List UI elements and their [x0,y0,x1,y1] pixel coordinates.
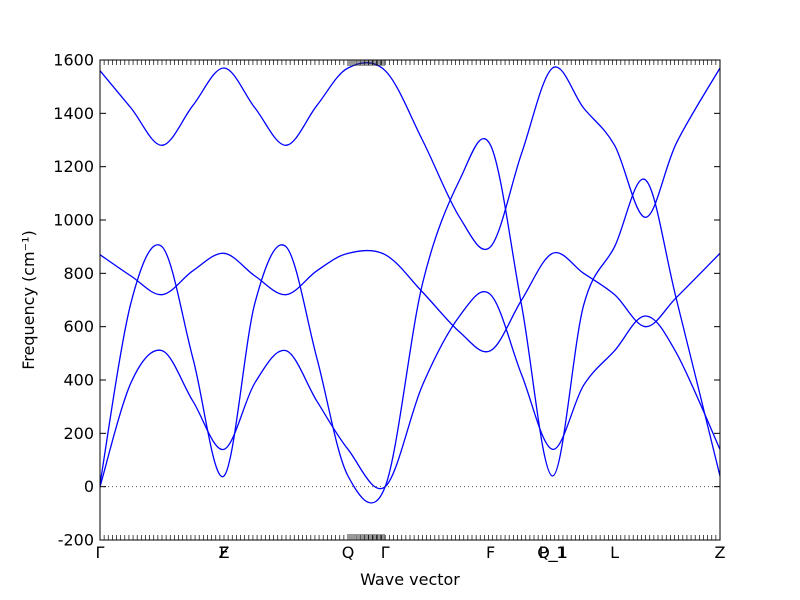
x-tick-label: Γ [381,543,390,562]
y-tick-label: 600 [63,317,94,336]
y-tick-label: 800 [63,264,94,283]
y-tick-label: 200 [63,424,94,443]
y-tick-label: 1000 [53,211,94,230]
x-tick-label: L [610,543,619,562]
x-ticks-group: Γ Z Q Γ F P_1 L ZF Q_1 [96,543,726,563]
x-axis-label: Wave vector [360,570,460,589]
bands-group [99,62,721,504]
x-tick-label: Q [342,543,355,562]
x-tick-label: Γ [96,543,105,562]
x-tick-label: F [486,543,495,562]
band-line-3 [99,249,721,353]
y-tick-label: 1400 [53,104,94,123]
x-tick-label: P_1 [539,543,567,563]
x-tick-label: Z [715,543,726,562]
y-axis-label: Frequency (cm⁻¹) [19,230,38,369]
band-line-1 [99,291,721,490]
band-line-2 [99,138,721,504]
x-tick-overlay-label: Q_1 [537,543,568,563]
x-tick-overlay-label: F [219,543,228,562]
y-tick-label: 1200 [53,157,94,176]
y-tick-label: 0 [84,477,94,496]
x-tick-label: Z [219,543,230,562]
y-ticks-group: -200 0 200 400 600 800 1000 1200 1400 1600 [53,51,720,550]
band-line-4 [99,62,721,250]
y-tick-label: 1600 [53,51,94,70]
y-tick-label: 400 [63,371,94,390]
plot-frame [99,59,721,541]
y-tick-label: -200 [58,531,94,550]
plot-frame-group [99,59,721,541]
